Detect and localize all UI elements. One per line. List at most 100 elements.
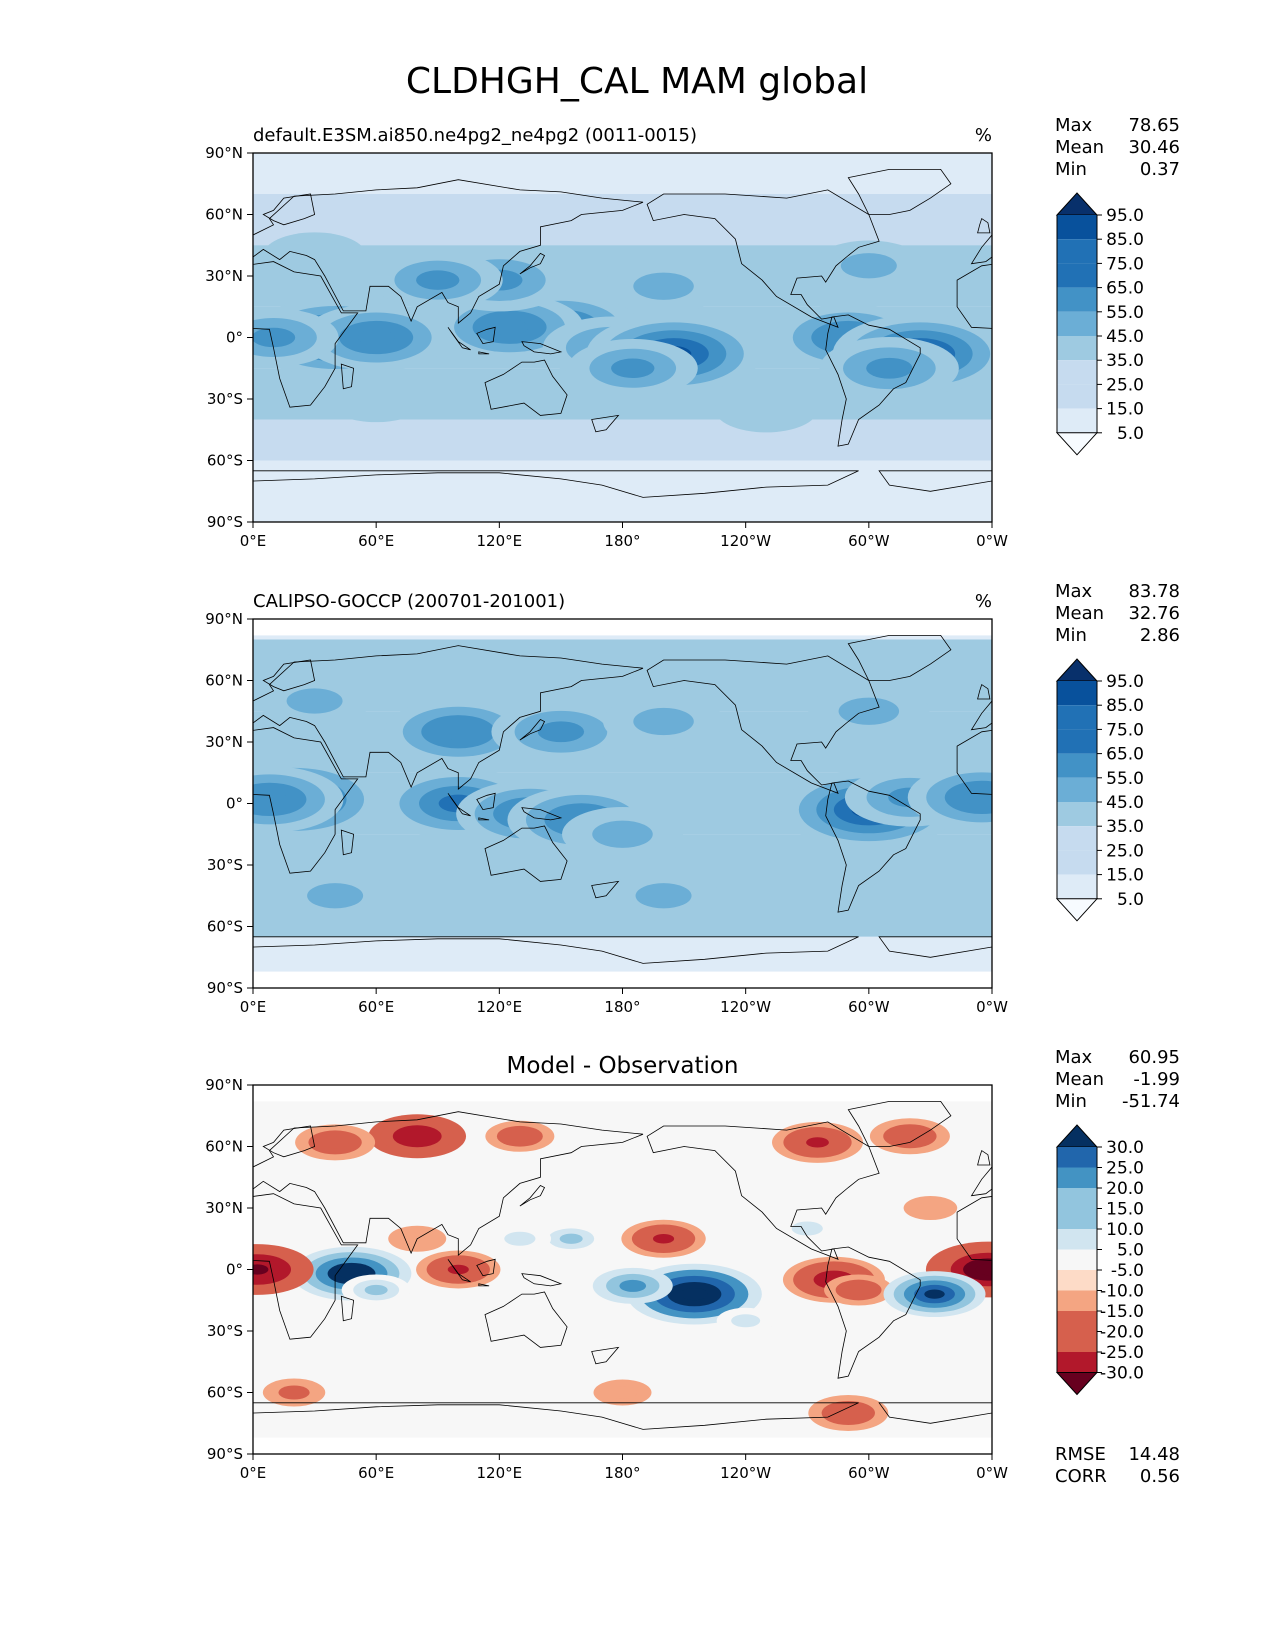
colorbar-bin bbox=[1057, 311, 1097, 336]
field-feature-16 bbox=[714, 386, 818, 433]
colorbar-level-label: 95.0 bbox=[1106, 672, 1144, 692]
colorbar-extend-bottom bbox=[1055, 1372, 1099, 1396]
coastline-6 bbox=[253, 470, 859, 498]
zonal-band-5 bbox=[253, 936, 992, 968]
colorbar-extend-bottom bbox=[1055, 432, 1099, 456]
colorbar-bin bbox=[1057, 1229, 1097, 1250]
y-tick-label: 60°S bbox=[207, 918, 243, 936]
coastlines bbox=[253, 635, 992, 964]
field-feature-17 bbox=[824, 1274, 894, 1306]
field-feature-10 bbox=[536, 1223, 606, 1255]
colorbar-bin bbox=[1057, 850, 1097, 875]
y-tick-label: 60°N bbox=[205, 672, 243, 690]
colorbar-bin bbox=[1057, 287, 1097, 312]
y-tick-label: 60°N bbox=[205, 1138, 243, 1156]
x-tick-label: 60°E bbox=[358, 532, 394, 550]
y-tick-label: 30°S bbox=[207, 856, 243, 874]
coastline-9 bbox=[476, 326, 496, 345]
colorbar-level-label: 65.0 bbox=[1106, 745, 1144, 765]
field-feature-0 bbox=[368, 1114, 467, 1159]
y-tick-label: 30°S bbox=[207, 1322, 243, 1340]
coastline-8 bbox=[478, 1283, 490, 1287]
y-tick-label: 0° bbox=[226, 795, 243, 813]
figure-title: CLDHGH_CAL MAM global bbox=[406, 61, 868, 102]
colorbar-bin bbox=[1057, 753, 1097, 778]
field-feature-21 bbox=[593, 1379, 652, 1406]
colorbar-bin bbox=[1057, 408, 1097, 433]
x-tick-label: 180° bbox=[604, 998, 640, 1016]
colorbar-bin bbox=[1057, 336, 1097, 361]
coastline-1 bbox=[253, 645, 644, 790]
coastline-6 bbox=[878, 1402, 992, 1424]
colorbar-level-label: 25.0 bbox=[1106, 841, 1144, 861]
colorbar-bin bbox=[1057, 1249, 1097, 1270]
coastline-8 bbox=[478, 351, 490, 355]
y-tick-label: 90°S bbox=[207, 979, 243, 997]
coastline-11 bbox=[519, 719, 546, 741]
field-feature-1 bbox=[253, 766, 344, 833]
stat-label: Min bbox=[1055, 159, 1087, 180]
colorbar-bin bbox=[1057, 802, 1097, 827]
colorbar-level-label: -10.0 bbox=[1100, 1282, 1144, 1302]
x-tick-label: 0°E bbox=[240, 532, 267, 550]
field-feature-8 bbox=[907, 764, 992, 831]
x-tick-label: 120°W bbox=[720, 532, 771, 550]
coastline-14 bbox=[591, 880, 620, 899]
map-panel-model: 0°E 60°E 120°E 180° 120°W 60°W 0°W 90°N 60°N 30°N… bbox=[205, 115, 1180, 550]
coastline-10 bbox=[521, 807, 563, 821]
field-feature-11 bbox=[488, 1224, 552, 1253]
y-tick-label: 90°N bbox=[205, 610, 243, 628]
colorbar-level-label: 15.0 bbox=[1106, 866, 1144, 886]
x-tick-label: 120°E bbox=[477, 1464, 523, 1482]
colorbar-bin bbox=[1057, 1311, 1097, 1332]
stat-label: Max bbox=[1055, 581, 1093, 602]
colorbar-level-label: 35.0 bbox=[1106, 351, 1144, 371]
colorbar-bin bbox=[1057, 1352, 1097, 1373]
colorbar-bin bbox=[1057, 705, 1097, 730]
coastline-3 bbox=[646, 1121, 880, 1261]
coastline-0 bbox=[253, 727, 359, 874]
coastline-5 bbox=[847, 169, 952, 215]
field-feature-2 bbox=[485, 1120, 555, 1152]
field-feature-14 bbox=[607, 870, 720, 921]
colorbar-level-label: -25.0 bbox=[1100, 1343, 1144, 1363]
coastline-6 bbox=[253, 1402, 859, 1430]
colorbar-extend-bottom bbox=[1055, 898, 1099, 922]
colorbar-level-label: 30.0 bbox=[1106, 1138, 1144, 1158]
zonal-band-4 bbox=[253, 419, 992, 461]
colorbar-level-label: 95.0 bbox=[1106, 206, 1144, 226]
colorbar-level-label: 75.0 bbox=[1106, 254, 1144, 274]
colorbar-level-label: 55.0 bbox=[1106, 303, 1144, 323]
coastline-12 bbox=[340, 829, 355, 856]
stat-label: Mean bbox=[1055, 1069, 1104, 1090]
colorbar-extend-top bbox=[1055, 658, 1099, 682]
y-tick-label: 30°S bbox=[207, 390, 243, 408]
y-tick-label: 0° bbox=[226, 329, 243, 347]
colorbar-bin bbox=[1057, 1188, 1097, 1209]
field-feature-6 bbox=[341, 1274, 411, 1306]
map-field-difference bbox=[253, 1085, 992, 1454]
colorbar: 95.0 85.0 75.0 65.0 55.0 45.0 35.0 25.0 15.0 5.0 bbox=[1055, 658, 1144, 922]
colorbar-level-label: -5.0 bbox=[1111, 1261, 1144, 1281]
colorbar-extend-top bbox=[1055, 1124, 1099, 1148]
zonal-band-0 bbox=[253, 194, 992, 246]
field-feature-18 bbox=[883, 1271, 986, 1318]
coastline-7 bbox=[447, 793, 471, 817]
y-tick-label: 30°N bbox=[205, 267, 243, 285]
coastline-12 bbox=[340, 363, 355, 390]
panel-units: % bbox=[975, 591, 992, 612]
coastline-15 bbox=[262, 1125, 316, 1158]
stat-label: Min bbox=[1055, 625, 1087, 646]
stat-value: 30.46 bbox=[1128, 137, 1180, 158]
map-field-model bbox=[253, 153, 992, 522]
colorbar-level-label: 85.0 bbox=[1106, 230, 1144, 250]
coastline-15 bbox=[262, 193, 316, 226]
coastline-2 bbox=[484, 359, 568, 416]
coastline-7 bbox=[447, 327, 471, 351]
coastline-11 bbox=[519, 252, 546, 275]
x-tick-label: 0°W bbox=[976, 998, 1008, 1016]
colorbar-bin bbox=[1057, 729, 1097, 754]
coastline-9 bbox=[476, 1258, 496, 1277]
field-feature-23 bbox=[554, 1339, 609, 1364]
field-feature-9 bbox=[384, 698, 533, 766]
